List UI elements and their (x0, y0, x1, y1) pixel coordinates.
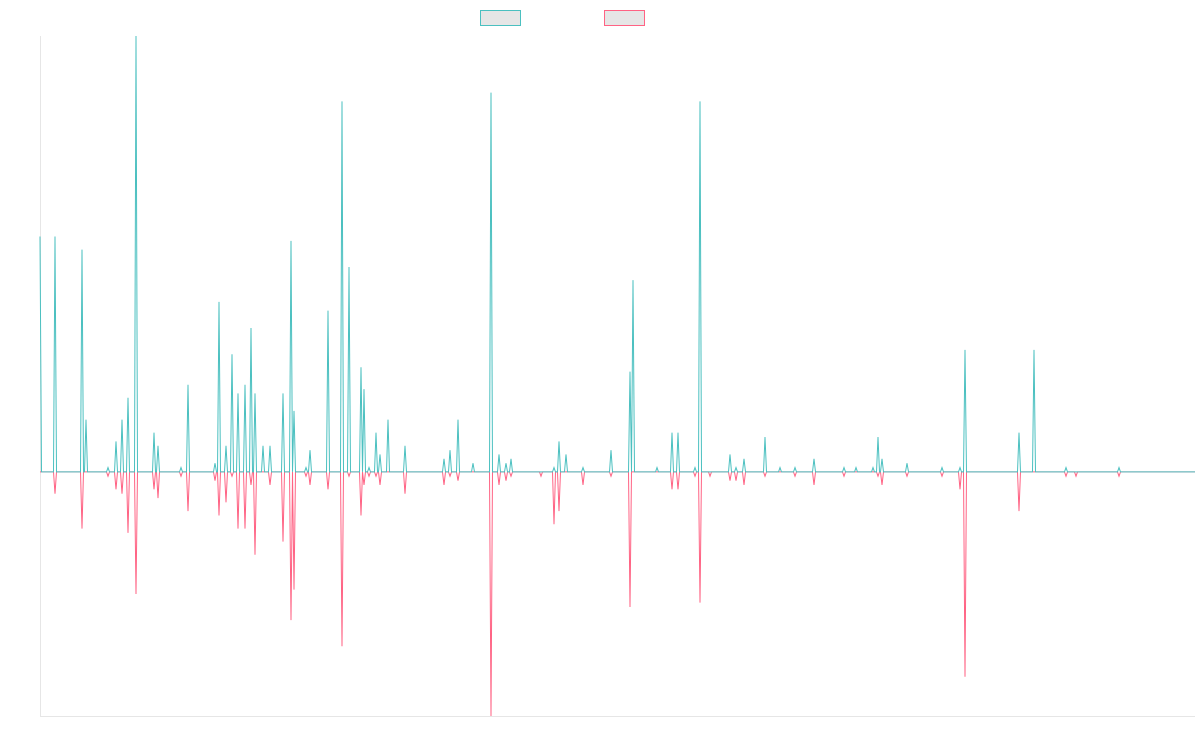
series-line (40, 471, 1195, 717)
legend-swatch (604, 10, 645, 26)
series-line (39, 35, 1195, 473)
legend-swatch (480, 10, 521, 26)
